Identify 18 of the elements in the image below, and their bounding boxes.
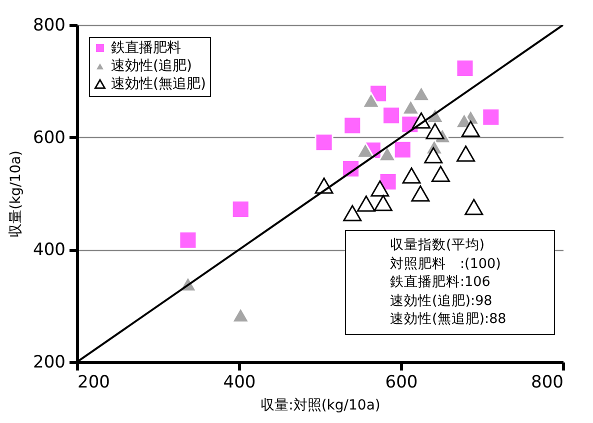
annotation: 速効性(追肥):98: [390, 292, 494, 310]
annotation: 収量指数(平均): [390, 236, 486, 254]
annotation: 速効性(無追肥):88: [390, 310, 508, 328]
annotation: 鉄直播肥料:106: [390, 273, 492, 292]
x-tick-label: 600: [385, 372, 418, 392]
x-tick-label: 800: [531, 372, 564, 392]
legend-label: 速効性(追肥): [111, 58, 192, 74]
annotation: 対照肥料 :(100): [390, 254, 502, 273]
legend-label: 速効性(無追肥): [111, 76, 206, 92]
y-tick-label: 400: [33, 240, 66, 260]
y-tick-label: 600: [33, 128, 66, 148]
x-tick-label: 200: [78, 372, 110, 392]
y-tick-label: 200: [33, 352, 66, 372]
x-axis-title: 収量:対照(kg/10a): [260, 398, 380, 414]
x-tick-label: 400: [223, 372, 256, 392]
y-axis-title: 収量(kg/10a): [8, 150, 24, 238]
y-tick-label: 800: [33, 16, 66, 36]
legend-label: 鉄直播肥料: [111, 40, 181, 56]
